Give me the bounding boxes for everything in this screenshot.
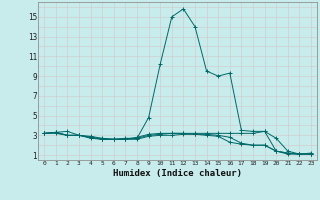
X-axis label: Humidex (Indice chaleur): Humidex (Indice chaleur) (113, 169, 242, 178)
